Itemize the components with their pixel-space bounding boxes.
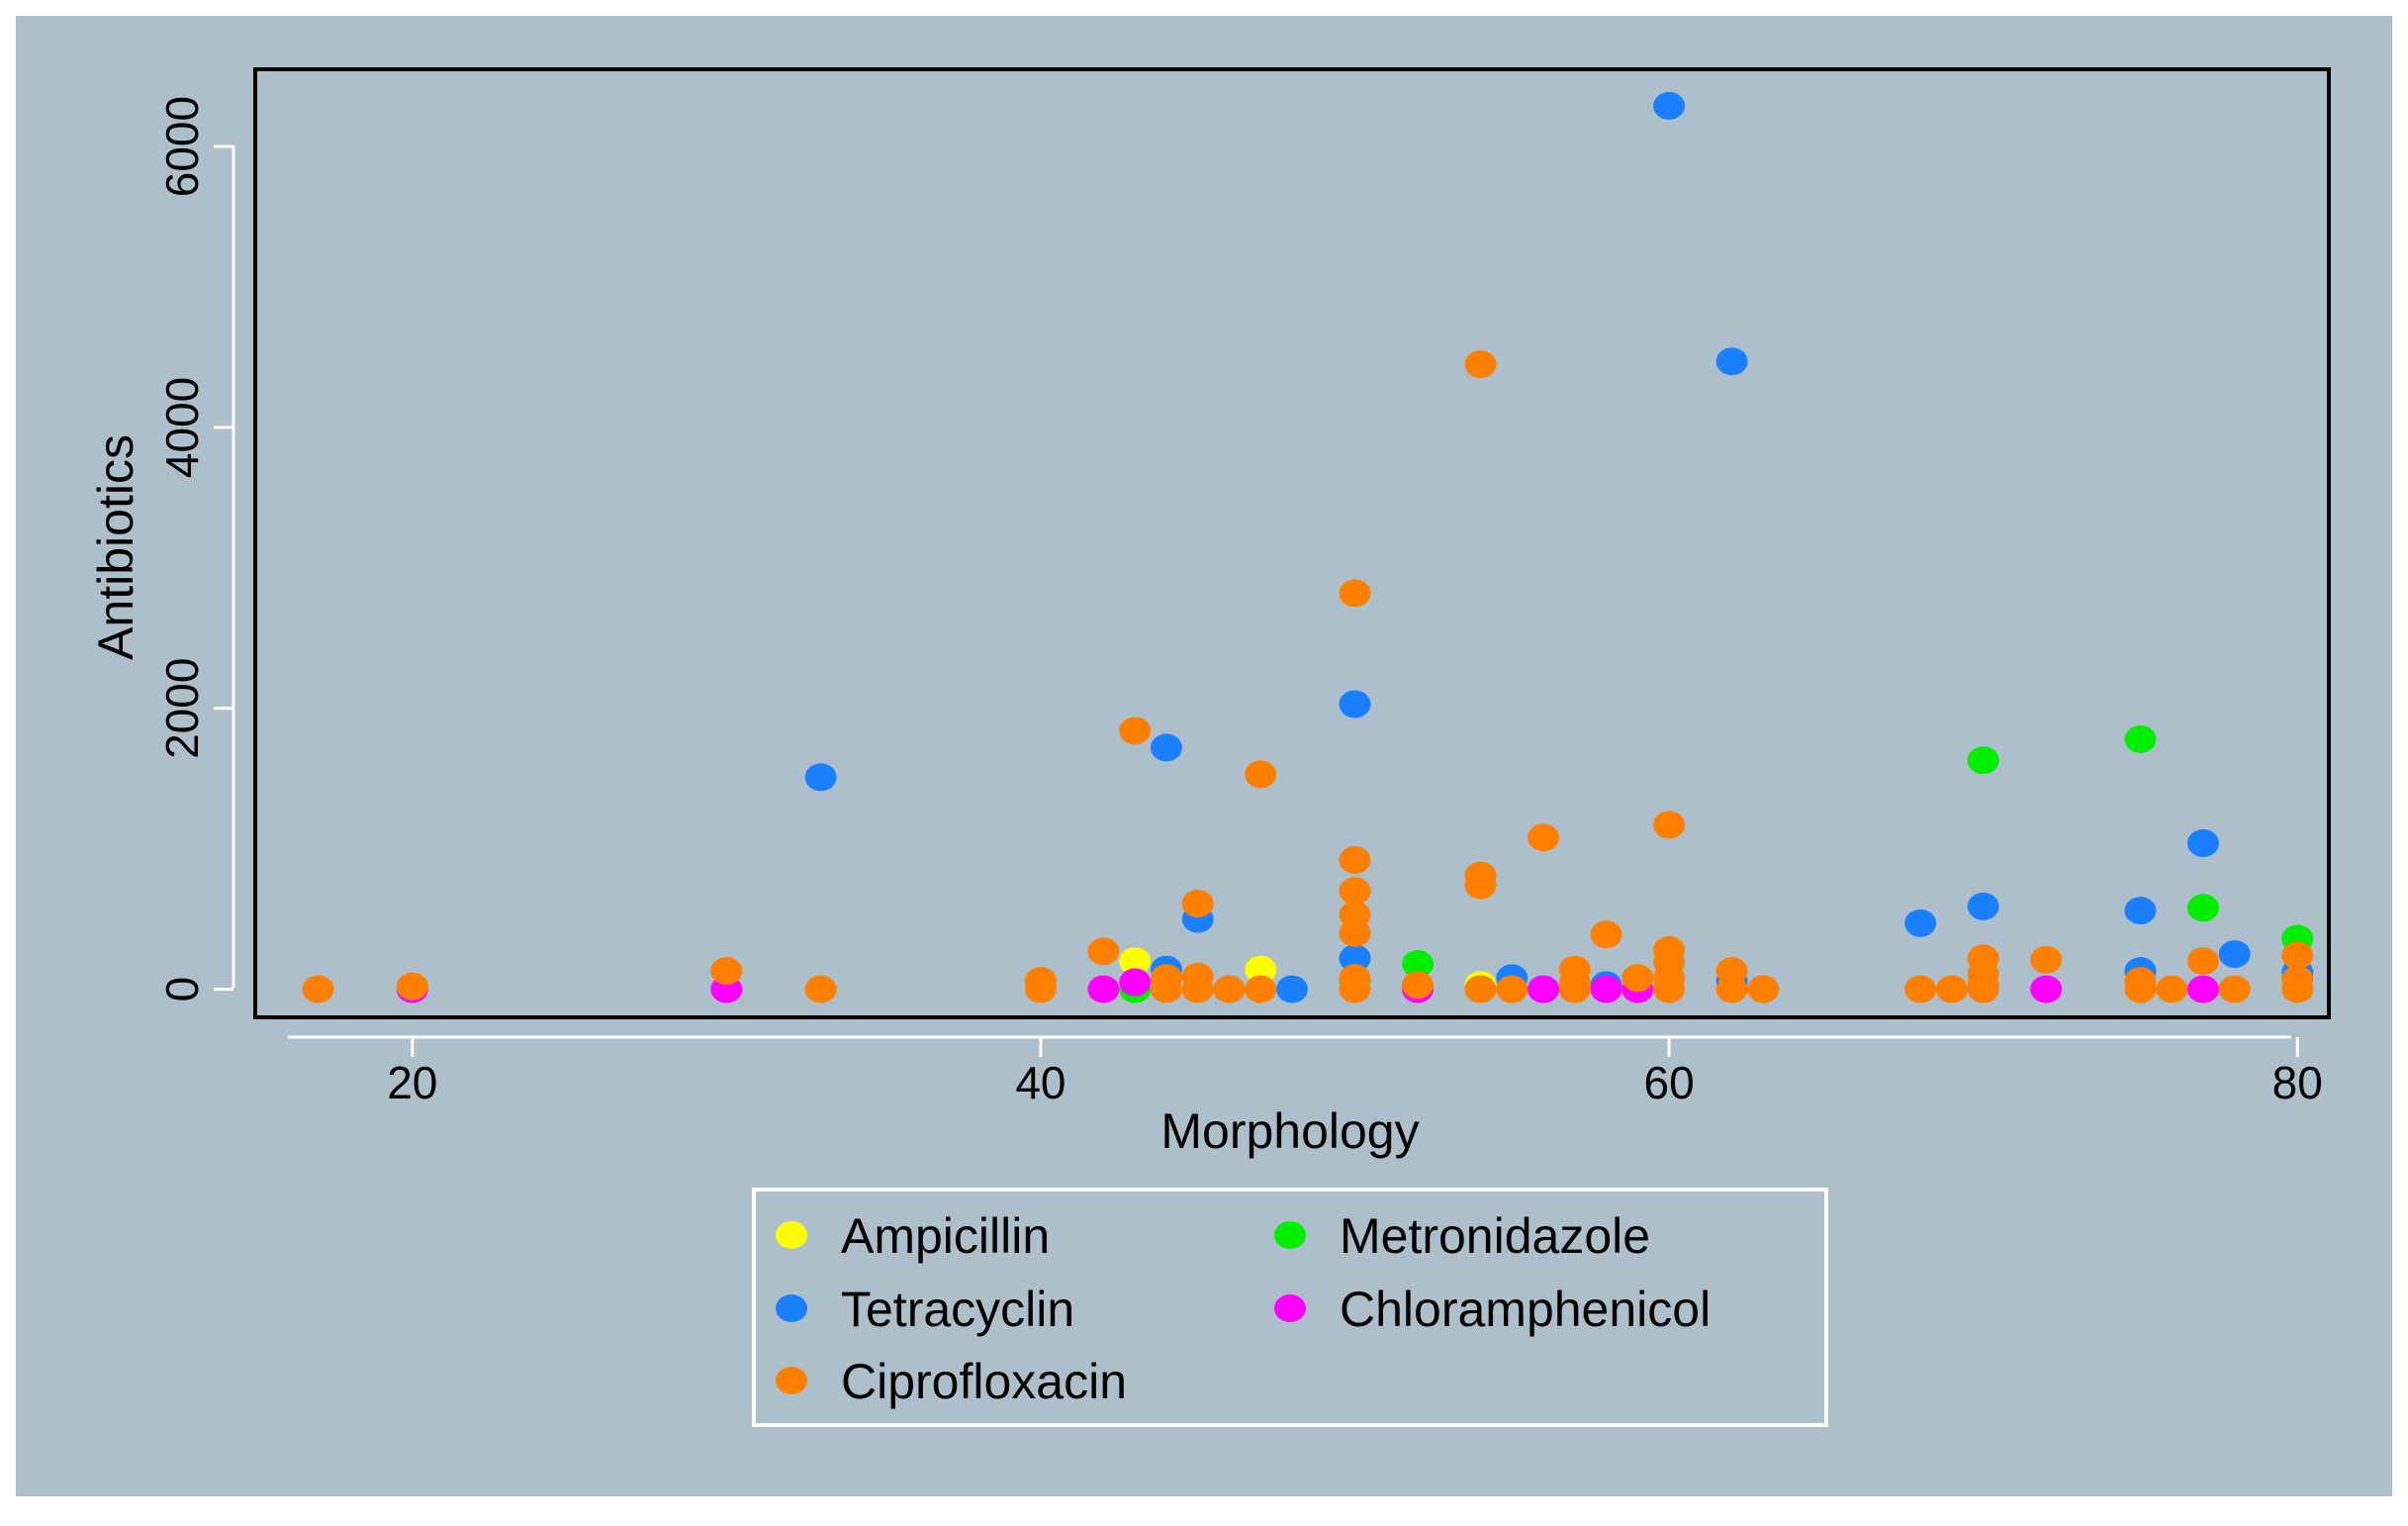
legend-label-chloramphenicol: Chloramphenicol (1340, 1282, 1711, 1337)
point-chloramphenicol (2030, 975, 2063, 1003)
legend-label-ampicillin: Ampicillin (841, 1208, 1050, 1264)
point-tetracyclin (1339, 690, 1371, 718)
point-ciprofloxacin (1181, 975, 1214, 1003)
point-ciprofloxacin (1653, 975, 1686, 1003)
point-ciprofloxacin (1024, 975, 1057, 1003)
legend-marker-ciprofloxacin (776, 1367, 807, 1394)
point-ciprofloxacin (396, 972, 428, 1001)
legend-label-metronidazole: Metronidazole (1340, 1208, 1650, 1264)
x-tick-label: 20 (387, 1057, 437, 1108)
point-tetracyclin (1150, 733, 1182, 762)
data-points (302, 91, 2314, 1003)
point-tetracyclin (1276, 975, 1308, 1003)
point-ciprofloxacin (2124, 975, 2157, 1003)
point-metronidazole (1402, 950, 1435, 979)
point-ciprofloxacin (1590, 920, 1622, 949)
y-axis-label: Antibiotics (88, 434, 143, 660)
x-tick-label: 60 (1644, 1057, 1695, 1108)
point-ciprofloxacin (1339, 975, 1371, 1003)
point-metronidazole (1967, 746, 1999, 775)
y-tick-label: 6000 (156, 96, 208, 197)
point-ciprofloxacin (1464, 350, 1497, 379)
point-ciprofloxacin (1087, 937, 1120, 966)
point-tetracyclin (2186, 829, 2219, 858)
legend-label-ciprofloxacin: Ciprofloxacin (841, 1354, 1127, 1409)
point-ciprofloxacin (1653, 811, 1686, 839)
point-chloramphenicol (1528, 975, 1560, 1003)
x-tick-label: 80 (2272, 1057, 2323, 1108)
point-tetracyclin (2124, 897, 2157, 925)
y-tick-label: 0 (156, 977, 208, 1002)
point-ampicillin (1119, 947, 1152, 976)
point-metronidazole (2124, 724, 2157, 753)
x-axis-label: Morphology (1160, 1103, 1419, 1159)
point-ciprofloxacin (2186, 947, 2219, 976)
point-ciprofloxacin (1245, 975, 1277, 1003)
legend-marker-chloramphenicol (1274, 1294, 1306, 1322)
point-ciprofloxacin (2218, 975, 2251, 1003)
point-ciprofloxacin (2030, 945, 2063, 974)
point-ciprofloxacin (1245, 760, 1277, 789)
point-ciprofloxacin (1528, 823, 1560, 852)
point-tetracyclin (1904, 908, 1937, 937)
point-ciprofloxacin (2156, 975, 2188, 1003)
point-tetracyclin (804, 763, 837, 792)
point-ciprofloxacin (1967, 975, 1999, 1003)
point-ciprofloxacin (1715, 975, 1748, 1003)
y-tick-label: 2000 (156, 658, 208, 759)
point-ciprofloxacin (1621, 964, 1654, 993)
x-axis: 20 40 60 80 (288, 1035, 2323, 1108)
legend-marker-tetracyclin (776, 1294, 807, 1322)
point-tetracyclin (1339, 944, 1371, 973)
point-ciprofloxacin (1339, 579, 1371, 608)
point-tetracyclin (2218, 940, 2251, 969)
point-ciprofloxacin (1339, 918, 1371, 947)
point-ciprofloxacin (1150, 975, 1182, 1003)
point-ciprofloxacin (1213, 975, 1246, 1003)
point-ciprofloxacin (1935, 975, 1968, 1003)
point-chloramphenicol (1087, 975, 1120, 1003)
point-ciprofloxacin (2281, 975, 2314, 1003)
point-tetracyclin (1715, 347, 1748, 376)
point-chloramphenicol (1590, 975, 1622, 1003)
point-metronidazole (2186, 894, 2219, 922)
plot-area (255, 69, 2329, 1017)
point-ciprofloxacin (1181, 890, 1214, 918)
point-ciprofloxacin (710, 957, 743, 986)
point-chloramphenicol (2186, 975, 2219, 1003)
legend-marker-ampicillin (776, 1221, 807, 1249)
legend-label-tetracyclin: Tetracyclin (841, 1282, 1074, 1337)
point-tetracyclin (1967, 892, 1999, 920)
y-axis: 0 2000 4000 6000 (156, 96, 235, 1002)
point-ciprofloxacin (1402, 971, 1435, 1000)
y-tick-label: 4000 (156, 377, 208, 478)
point-ciprofloxacin (1558, 975, 1591, 1003)
point-tetracyclin (1653, 91, 1686, 120)
point-ciprofloxacin (1496, 975, 1528, 1003)
point-ciprofloxacin (2281, 941, 2314, 970)
plot-frame (253, 67, 2331, 1019)
point-ciprofloxacin (1464, 871, 1497, 900)
point-chloramphenicol (1119, 968, 1152, 997)
point-ciprofloxacin (1904, 975, 1937, 1003)
legend: Ampicillin Tetracyclin Ciprofloxacin Met… (752, 1188, 1828, 1427)
point-ciprofloxacin (804, 975, 837, 1003)
point-ciprofloxacin (1747, 975, 1780, 1003)
point-ciprofloxacin (1464, 975, 1497, 1003)
point-ampicillin (1245, 955, 1277, 984)
point-ciprofloxacin (1119, 716, 1152, 745)
point-ciprofloxacin (302, 975, 334, 1003)
x-tick-label: 40 (1015, 1057, 1065, 1108)
legend-marker-metronidazole (1274, 1221, 1306, 1249)
point-ciprofloxacin (1339, 846, 1371, 875)
point-ciprofloxacin (1339, 877, 1371, 906)
